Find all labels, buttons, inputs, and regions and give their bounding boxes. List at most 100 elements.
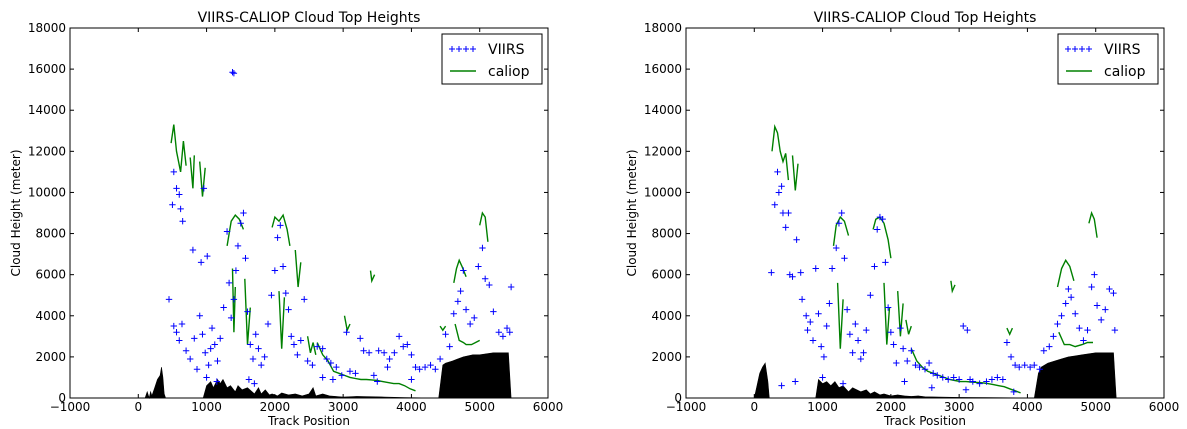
- viirs-point: [333, 363, 340, 371]
- viirs-point: [1080, 337, 1087, 344]
- viirs-point: [481, 275, 489, 282]
- viirs-point: [170, 322, 177, 330]
- viirs-point: [1106, 285, 1113, 293]
- viirs-point: [200, 185, 208, 192]
- viirs-point: [319, 374, 326, 381]
- viirs-point: [879, 215, 886, 223]
- viirs-point: [945, 376, 952, 383]
- x-tick-label: 1000: [191, 400, 222, 414]
- legend-box: [441, 33, 543, 85]
- viirs-point: [471, 314, 478, 322]
- viirs-point: [245, 376, 253, 383]
- y-tick-label: 2000: [651, 350, 682, 364]
- legend-label: VIIRS: [488, 42, 525, 58]
- viirs-point: [264, 320, 272, 328]
- axes-frame: [69, 27, 549, 399]
- viirs-point: [771, 201, 778, 208]
- viirs-point: [230, 70, 238, 77]
- legend-label: VIIRS: [1104, 42, 1141, 58]
- viirs-point: [395, 333, 403, 340]
- caliop-line: [231, 268, 236, 333]
- viirs-point: [360, 347, 367, 354]
- viirs-point: [1036, 366, 1043, 373]
- viirs-point: [499, 333, 507, 340]
- viirs-point: [1072, 310, 1079, 317]
- viirs-point: [178, 320, 186, 328]
- viirs-point: [225, 279, 233, 287]
- legend-label: caliop: [1104, 64, 1146, 80]
- x-tick-label: 2000: [260, 400, 291, 414]
- caliop-line: [294, 249, 302, 288]
- viirs-point: [408, 351, 415, 359]
- viirs-point: [301, 296, 308, 303]
- legend: VIIRS caliop: [441, 33, 543, 85]
- viirs-point: [999, 376, 1007, 383]
- viirs-point: [871, 263, 878, 270]
- viirs-point: [904, 357, 911, 365]
- viirs-point: [346, 368, 354, 375]
- viirs-point: [1111, 326, 1119, 334]
- legend: VIIRS caliop: [1057, 33, 1159, 85]
- viirs-point: [802, 312, 810, 319]
- x-axis-label: Track Position: [267, 414, 350, 428]
- viirs-point: [1110, 289, 1117, 297]
- viirs-point: [929, 370, 937, 377]
- caliop-line: [836, 282, 844, 349]
- viirs-point: [213, 378, 221, 385]
- viirs-point: [1007, 353, 1015, 361]
- viirs-point: [244, 308, 251, 315]
- viirs-point: [939, 374, 946, 381]
- viirs-point: [237, 220, 244, 227]
- y-tick-label: 12000: [28, 144, 66, 158]
- viirs-point: [255, 345, 262, 352]
- caliop-line: [883, 282, 891, 345]
- caliop-line: [771, 124, 790, 181]
- y-tick-label: 6000: [651, 268, 682, 282]
- y-tick-label: 8000: [35, 227, 66, 241]
- viirs-point: [901, 378, 908, 385]
- viirs-point: [268, 292, 275, 299]
- viirs-point: [976, 380, 983, 387]
- viirs-point: [983, 378, 990, 385]
- plot-area: [70, 28, 548, 398]
- y-tick-label: 10000: [28, 185, 66, 199]
- x-tick-label: 3000: [328, 400, 359, 414]
- viirs-point: [176, 191, 183, 198]
- viirs-point: [860, 349, 867, 356]
- viirs-point: [874, 226, 881, 233]
- viirs-point: [230, 296, 238, 303]
- legend-box: [1057, 33, 1159, 85]
- viirs-point: [1102, 306, 1109, 313]
- viirs-point: [792, 378, 799, 385]
- caliop-line: [872, 216, 892, 259]
- viirs-point: [282, 289, 289, 297]
- viirs-point: [214, 357, 221, 365]
- caliop-line: [278, 291, 286, 349]
- x-tick-label: −1000: [50, 400, 91, 414]
- viirs-point: [809, 337, 817, 344]
- caliop-line: [950, 280, 956, 294]
- viirs-point: [1046, 343, 1053, 350]
- caliop-line: [479, 211, 489, 242]
- viirs-point: [798, 296, 806, 303]
- viirs-point: [849, 349, 856, 356]
- viirs-point: [893, 359, 900, 367]
- viirs-point: [202, 349, 209, 356]
- viirs-point: [223, 228, 231, 235]
- x-tick-label: 3000: [944, 400, 975, 414]
- viirs-point: [912, 361, 919, 369]
- viirs-point: [297, 337, 305, 344]
- viirs-point: [818, 343, 825, 350]
- viirs-point: [211, 341, 218, 348]
- y-axis-label: Cloud Height (meter): [625, 149, 639, 276]
- viirs-point: [352, 370, 359, 377]
- viirs-point: [839, 380, 847, 387]
- viirs-point: [203, 374, 210, 381]
- viirs-point: [994, 374, 1001, 381]
- viirs-point: [196, 312, 203, 319]
- x-tick-label: 4000: [1012, 400, 1043, 414]
- legend-viirs-marker: [1065, 46, 1092, 52]
- plot-area: [686, 28, 1164, 398]
- viirs-point: [374, 378, 381, 385]
- viirs-point: [1076, 324, 1083, 332]
